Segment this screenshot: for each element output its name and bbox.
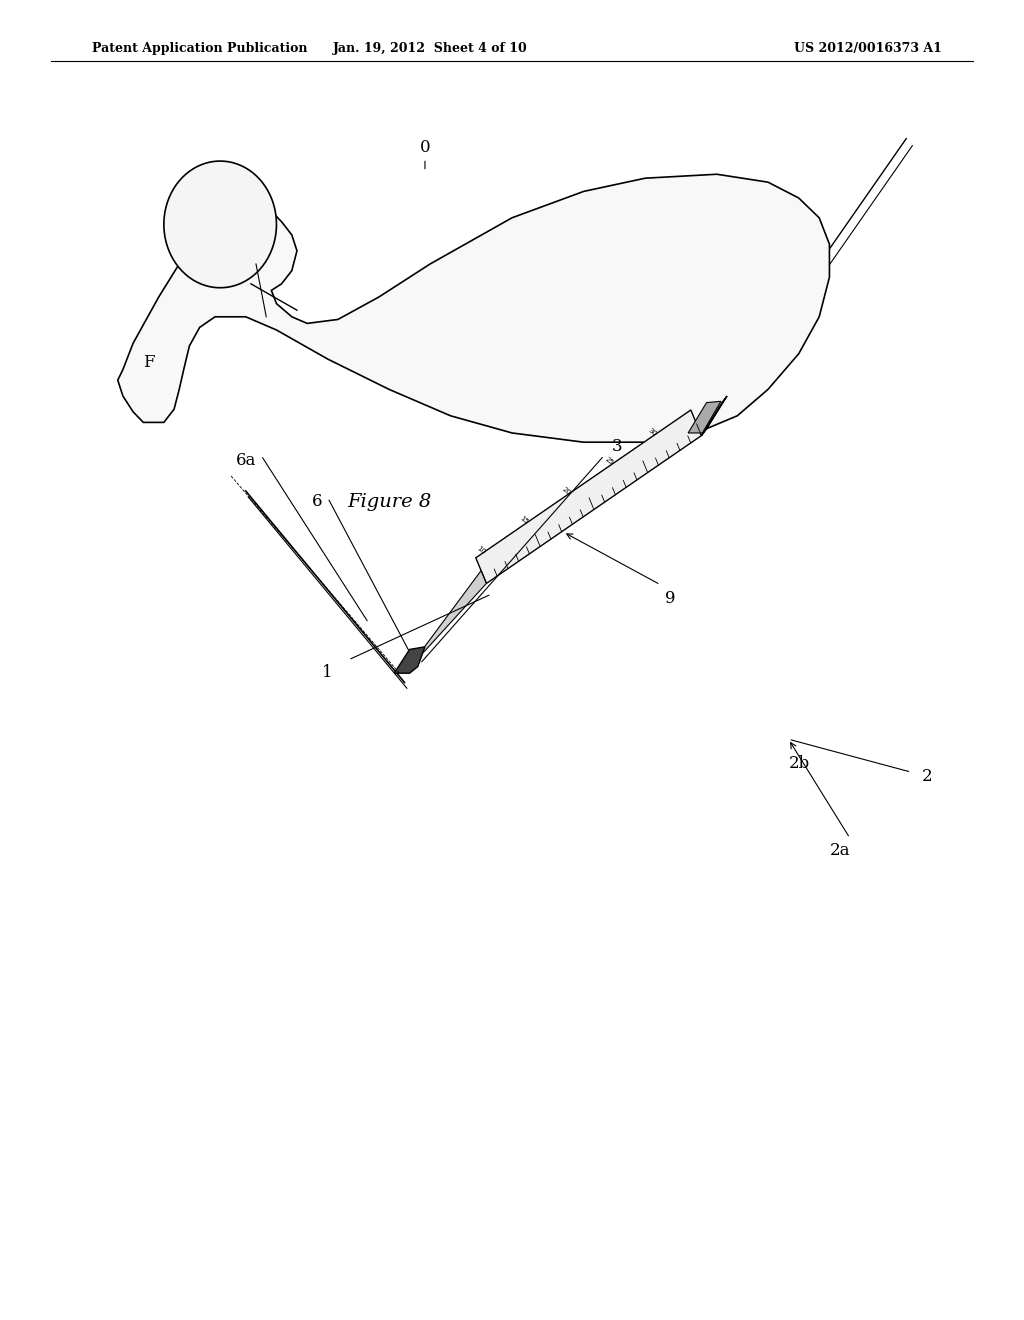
Text: 6a: 6a: [236, 451, 256, 469]
Text: 1: 1: [323, 664, 333, 681]
Text: 25: 25: [604, 457, 614, 466]
Text: Jan. 19, 2012  Sheet 4 of 10: Jan. 19, 2012 Sheet 4 of 10: [333, 42, 527, 55]
Text: 9: 9: [666, 590, 676, 607]
Text: 2: 2: [922, 768, 932, 785]
Text: Patent Application Publication: Patent Application Publication: [92, 42, 307, 55]
Polygon shape: [118, 174, 829, 442]
Text: 30: 30: [647, 426, 658, 437]
Text: 2a: 2a: [829, 842, 850, 859]
Polygon shape: [476, 411, 701, 583]
Polygon shape: [701, 396, 727, 436]
Text: 0: 0: [420, 139, 430, 156]
Polygon shape: [394, 647, 425, 673]
Text: 3: 3: [612, 438, 623, 455]
Text: 6: 6: [312, 492, 323, 510]
Polygon shape: [415, 570, 486, 660]
Text: 10: 10: [475, 545, 486, 556]
Polygon shape: [164, 161, 276, 288]
Polygon shape: [688, 401, 721, 433]
Text: 20: 20: [561, 486, 572, 496]
Text: 15: 15: [518, 515, 529, 525]
Text: F: F: [142, 354, 155, 371]
Text: Figure 8: Figure 8: [347, 492, 431, 511]
Text: US 2012/0016373 A1: US 2012/0016373 A1: [795, 42, 942, 55]
Text: 2b: 2b: [788, 755, 810, 772]
